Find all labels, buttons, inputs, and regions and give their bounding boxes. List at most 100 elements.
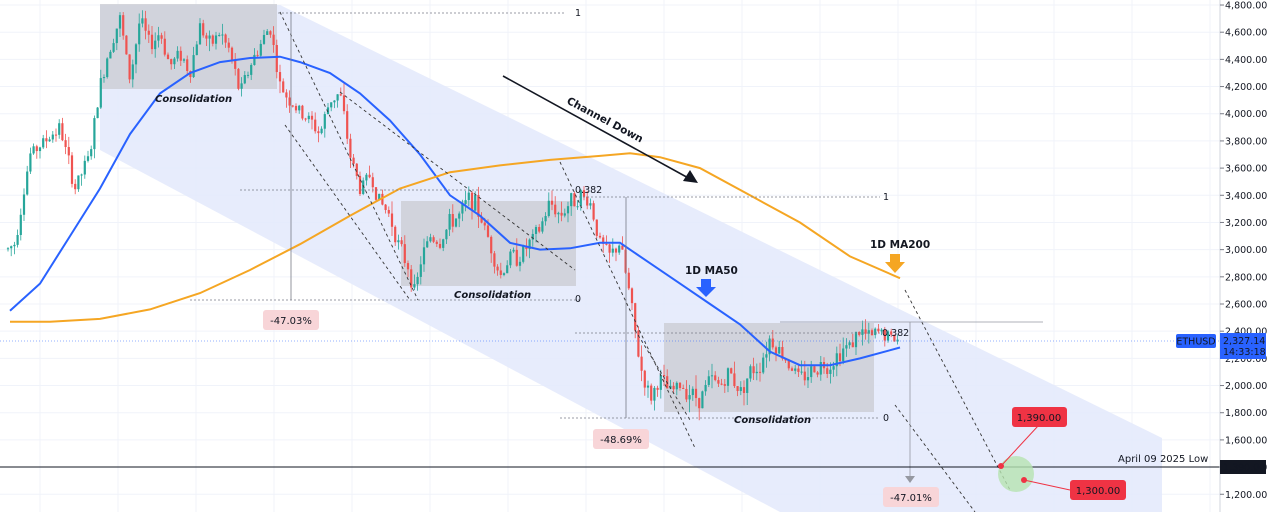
ma-line-1d-ma50 [9, 55, 901, 367]
candle-body [448, 214, 451, 230]
candle-body [714, 375, 717, 381]
candle-body [611, 248, 614, 253]
candle-body [573, 193, 576, 207]
candle-body [42, 138, 45, 148]
candle-body [829, 369, 832, 374]
price-tick-label: 2,200.00 [1225, 354, 1267, 365]
candle-body [179, 50, 182, 61]
candle-body [362, 180, 365, 194]
candle-body [256, 54, 259, 56]
candle-body [288, 97, 291, 106]
candle-body [765, 354, 768, 358]
candle-body [861, 329, 864, 335]
candle-body [422, 247, 426, 265]
candle-body [230, 47, 234, 60]
candle-body [685, 388, 688, 400]
candle-body [608, 244, 611, 253]
candle-body [291, 105, 294, 107]
candle-body [13, 244, 16, 247]
candle-body [810, 366, 813, 378]
consolidation-box [664, 323, 874, 412]
price-axis-bg [1220, 0, 1280, 512]
candles [6, 10, 899, 421]
candle-body [579, 190, 582, 207]
candle-body [502, 273, 506, 275]
candle-body [874, 328, 877, 336]
candle-body [755, 371, 758, 374]
candle-body [416, 276, 419, 285]
candle-body [787, 360, 790, 369]
countdown-value: 14:33:18 [1223, 347, 1266, 358]
fib-label-1: 1 [575, 8, 581, 19]
candle-body [547, 200, 550, 217]
ma200-arrow-icon [885, 254, 905, 273]
candle-body [602, 237, 605, 244]
candle-body [285, 92, 288, 98]
candle-body [541, 221, 544, 232]
candle-body [467, 192, 470, 201]
candle-body [227, 42, 230, 48]
candle-body [374, 187, 378, 200]
candle-body [838, 353, 842, 362]
fib-label-0: 0 [575, 294, 581, 305]
candle-body [592, 203, 595, 220]
price-tick-label: 4,600.00 [1225, 28, 1267, 39]
candle-body [790, 368, 794, 371]
price-tick-label: 2,400.00 [1225, 327, 1267, 338]
symbol-tag [1176, 334, 1216, 348]
candle-body [518, 261, 522, 266]
candle-body [781, 347, 784, 359]
candle-body [630, 288, 634, 304]
channel-arrowhead [683, 170, 698, 183]
fib-label-0382: 0.382 [575, 185, 602, 196]
last-price-box [1220, 333, 1266, 359]
candle-body [835, 353, 838, 367]
candle-body [93, 118, 96, 150]
candle-body [317, 131, 320, 134]
candle-body [640, 356, 643, 371]
candle-body [16, 234, 19, 245]
drop-pill: -47.03% [270, 316, 312, 327]
candle-body [214, 35, 218, 44]
candle-body [890, 331, 893, 335]
measure-arrowhead [905, 476, 915, 483]
candle-body [272, 34, 275, 46]
candle-body [618, 245, 621, 253]
candle-body [346, 111, 349, 139]
candle-body [125, 35, 128, 55]
ma-line-1d-ma200 [10, 152, 901, 323]
candle-body [240, 83, 243, 89]
symbol-label: ETHUSD [1176, 337, 1215, 348]
candle-body [202, 23, 205, 36]
candle-body [176, 50, 179, 59]
candle-body [605, 243, 608, 245]
candle-body [410, 269, 413, 288]
candle-body [173, 58, 176, 65]
candle-body [154, 40, 157, 50]
candle-body [557, 212, 560, 215]
candle-body [58, 123, 61, 135]
candle-body [400, 240, 403, 245]
candle-body [128, 54, 131, 80]
candle-body [653, 387, 656, 401]
channel-arrow-line [502, 75, 693, 181]
price-tick-label: 4,200.00 [1225, 82, 1267, 93]
drop-pill: -48.69% [600, 435, 642, 446]
candle-body [614, 248, 618, 253]
candle-body [339, 94, 342, 96]
candle-body [314, 119, 317, 132]
candle-body [304, 118, 307, 120]
candle-body [509, 251, 512, 266]
candle-body [627, 272, 630, 289]
target-leader [1000, 425, 1039, 467]
price-tick-label: 4,800.00 [1225, 1, 1267, 12]
candle-body [563, 213, 566, 216]
candle-body [637, 330, 640, 357]
price-axis[interactable]: 1,200.001,400.001,600.001,800.002,000.00… [1176, 0, 1280, 512]
candle-body [157, 35, 160, 41]
candle-body [794, 368, 797, 371]
candle-body [474, 195, 477, 211]
candle-body [659, 375, 662, 390]
